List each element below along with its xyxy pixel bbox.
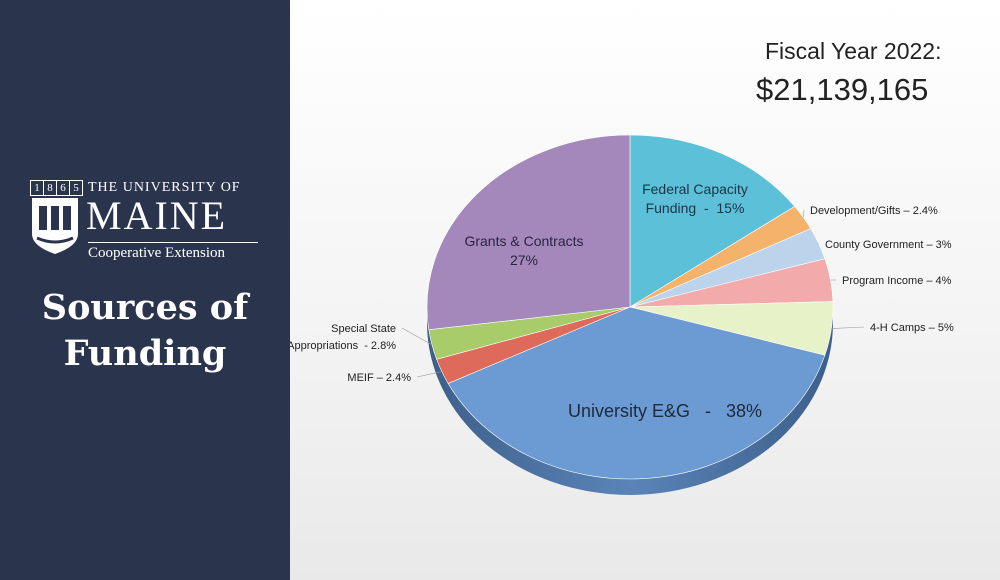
pie-slice-university: [447, 306, 826, 480]
slice-label-federal: Federal Capacity Funding - 15%: [642, 181, 748, 216]
page-title-line-2: Funding: [63, 333, 227, 374]
page-title: Sources of Funding: [0, 285, 290, 377]
leader-line-development: [802, 209, 805, 218]
logo-year-digit: 8: [43, 180, 57, 196]
slice-label-camps: 4-H Camps – 5%: [870, 322, 954, 334]
logo-divider: [88, 242, 258, 243]
slice-label-special: Special State Appropriations - 2.8%: [290, 323, 396, 352]
page-title-line-1: Sources of: [41, 287, 249, 328]
university-logo[interactable]: 1 8 6 5 THE UNIVERSITY OF MAINE Cooperat…: [28, 180, 260, 264]
fiscal-year-label: Fiscal Year 2022:: [765, 38, 942, 64]
slice-label-university: University E&G - 38%: [568, 401, 762, 421]
slice-label-meif: MEIF – 2.4%: [347, 372, 411, 384]
logo-university-of: THE UNIVERSITY OF: [88, 180, 241, 195]
logo-unit-name: Cooperative Extension: [88, 245, 226, 261]
logo-year-digit: 1: [30, 180, 44, 196]
leader-line-special: [401, 327, 433, 345]
shield-icon: [32, 198, 78, 254]
logo-maine: MAINE: [86, 193, 228, 238]
pie-chart: Federal Capacity Funding - 15% Development…: [290, 134, 954, 495]
logo-year-digit: 5: [69, 180, 83, 196]
fiscal-year-total: $21,139,165: [756, 72, 929, 107]
pie-slice-grants: [426, 134, 631, 331]
sidebar: 1 8 6 5 THE UNIVERSITY OF MAINE Cooperat…: [0, 0, 290, 580]
chart-panel: Fiscal Year 2022: $21,139,165 Federal Ca…: [290, 0, 1000, 580]
logo-year-digit: 6: [56, 180, 70, 196]
slice-label-grants: Grants & Contracts 27%: [464, 233, 583, 268]
leader-line-camps: [831, 326, 865, 329]
slice-label-county: County Government – 3%: [825, 239, 952, 251]
slice-label-program: Program Income – 4%: [842, 275, 952, 287]
logo-year: 1 8 6 5: [30, 180, 83, 196]
slice-label-development: Development/Gifts – 2.4%: [810, 205, 938, 217]
pie-slice-federal: [629, 134, 796, 308]
leader-line-meif: [416, 371, 442, 378]
